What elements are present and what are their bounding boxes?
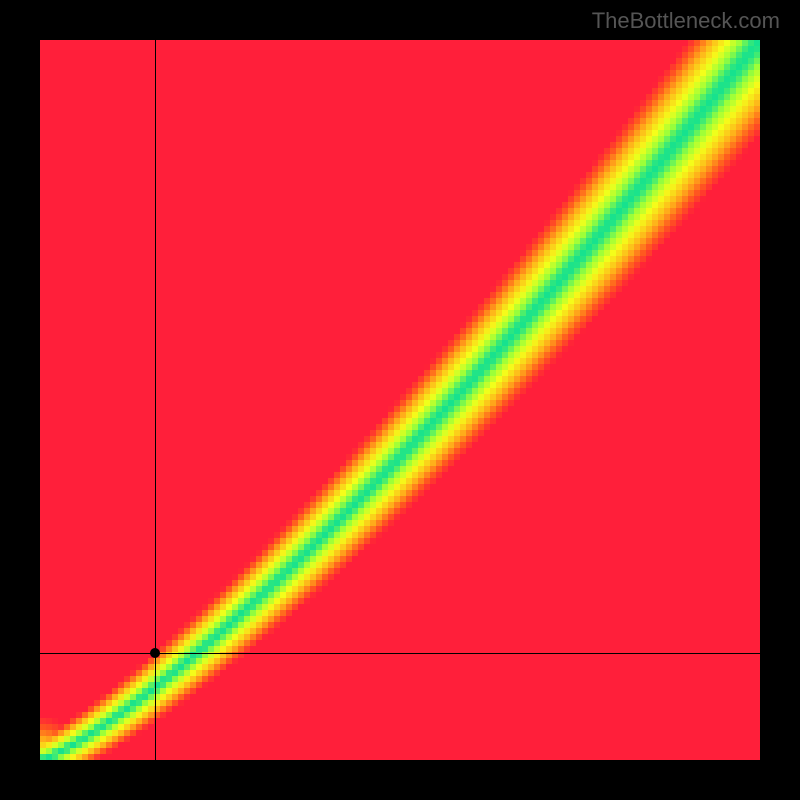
bottleneck-heatmap [40, 40, 760, 760]
crosshair-marker [150, 648, 160, 658]
watermark-text: TheBottleneck.com [592, 8, 780, 34]
crosshair-horizontal [40, 653, 760, 654]
heatmap-canvas [40, 40, 760, 760]
